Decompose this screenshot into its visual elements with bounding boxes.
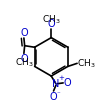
Text: O: O [64,78,72,88]
Text: CH$_3$: CH$_3$ [15,57,33,69]
Text: ⁻: ⁻ [56,92,60,98]
Text: O: O [20,54,28,64]
Text: O: O [47,19,55,29]
Text: O: O [20,28,28,38]
Text: O: O [50,92,57,102]
Text: +: + [59,75,64,81]
Text: N: N [52,79,60,89]
Text: CH$_3$: CH$_3$ [42,13,61,26]
Text: CH$_3$: CH$_3$ [77,57,96,70]
